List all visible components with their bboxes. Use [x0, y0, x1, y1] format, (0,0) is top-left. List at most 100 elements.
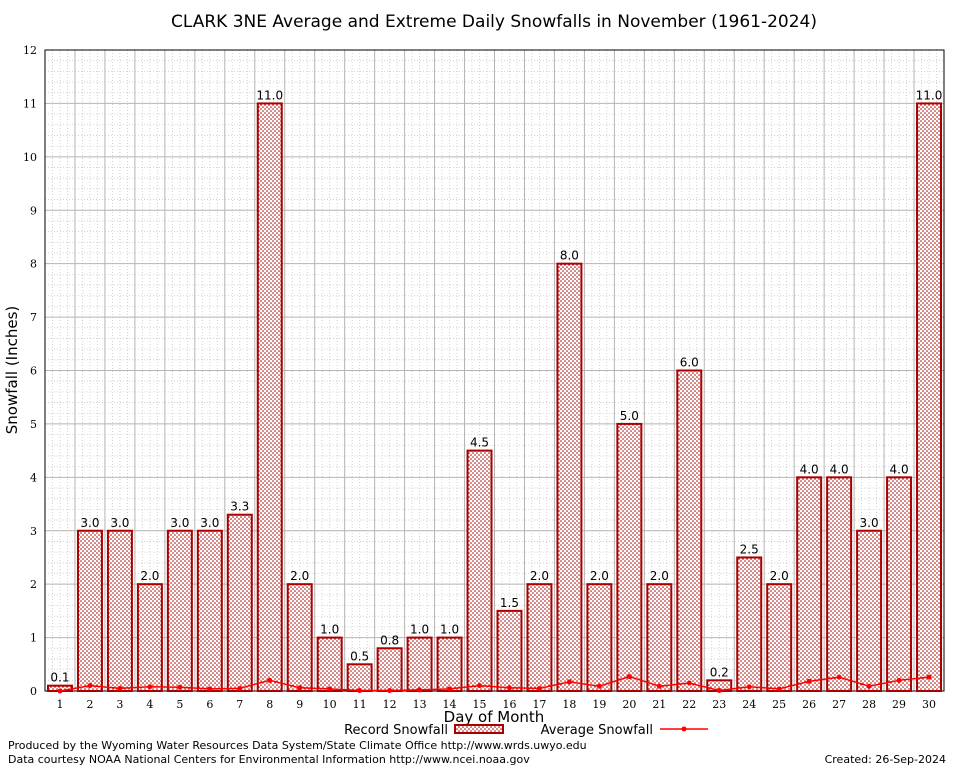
average-snowfall-point	[566, 679, 572, 685]
record-snowfall-bar	[586, 583, 613, 693]
y-tick-label: 1	[30, 632, 37, 645]
y-tick-label: 3	[30, 525, 37, 538]
x-tick-label: 28	[862, 698, 876, 711]
legend-record-snowfall-swatch	[454, 724, 504, 734]
y-tick-label: 12	[23, 44, 37, 57]
x-tick-label: 23	[712, 698, 726, 711]
average-snowfall-point	[716, 687, 722, 693]
average-snowfall-polyline	[59, 675, 930, 692]
record-snowfall-bar	[376, 647, 403, 692]
average-snowfall-line	[57, 674, 932, 694]
legend-average-snowfall-marker	[681, 726, 687, 732]
average-snowfall-point	[806, 678, 812, 684]
bar-value-label: 5.0	[620, 409, 639, 423]
y-tick-label: 4	[30, 471, 37, 484]
x-tick-label: 9	[296, 698, 303, 711]
bar-value-label: 4.5	[470, 436, 489, 450]
chart-title: CLARK 3NE Average and Extreme Daily Snow…	[171, 12, 817, 32]
bar-value-label: 3.3	[230, 500, 249, 514]
record-snowfall-bar	[856, 529, 883, 692]
average-snowfall-point	[536, 685, 542, 691]
bar-value-label: 2.0	[140, 569, 159, 583]
record-snowfall-bar	[526, 583, 553, 693]
average-snowfall-point	[866, 683, 872, 689]
x-tick-label: 2	[86, 698, 93, 711]
average-snowfall-point	[207, 686, 213, 692]
average-snowfall-point	[327, 686, 333, 692]
record-snowfall-bar	[196, 529, 223, 692]
x-tick-label: 21	[652, 698, 666, 711]
average-snowfall-point	[237, 685, 243, 691]
bar-value-label: 0.8	[380, 633, 399, 647]
y-tick-label: 5	[30, 418, 37, 431]
bar-value-label: 0.2	[710, 665, 729, 679]
record-snowfall-bar	[106, 529, 133, 692]
average-snowfall-point	[926, 674, 932, 680]
bar-value-label: 11.0	[256, 88, 283, 102]
record-snowfall-bar	[136, 583, 163, 693]
x-tick-label: 15	[473, 698, 487, 711]
footer-producer-text: Produced by the Wyoming Water Resources …	[8, 739, 587, 752]
record-snowfall-bar	[676, 369, 703, 692]
x-tick-label: 29	[892, 698, 906, 711]
x-tick-label: 18	[562, 698, 576, 711]
average-snowfall-point	[686, 680, 692, 686]
record-snowfall-bar	[406, 636, 433, 692]
record-snowfall-bars	[46, 102, 943, 693]
y-tick-label: 10	[23, 151, 37, 164]
record-snowfall-bar	[166, 529, 193, 692]
average-snowfall-point	[177, 684, 183, 690]
average-snowfall-point	[836, 674, 842, 680]
average-snowfall-point	[117, 685, 123, 691]
x-tick-label: 11	[353, 698, 367, 711]
x-tick-label: 1	[56, 698, 63, 711]
average-snowfall-point	[57, 688, 63, 694]
x-axis-label: Day of Month	[444, 708, 545, 726]
bar-value-labels: 0.1 3.0 3.0 2.0 3.0 3.0 3.3 11.0 2.0 1.0 0.5 0.8 1.0…	[50, 88, 942, 684]
y-tick-label: 6	[30, 365, 37, 378]
bar-value-label: 3.0	[170, 516, 189, 530]
average-snowfall-point	[746, 684, 752, 690]
record-snowfall-bar	[556, 262, 583, 692]
bar-value-label: 3.0	[200, 516, 219, 530]
bar-value-label: 4.0	[800, 462, 819, 476]
bar-value-label: 11.0	[916, 88, 943, 102]
legend: Record Snowfall Average Snowfall	[344, 723, 708, 738]
average-snowfall-point	[477, 683, 483, 689]
bar-value-label: 1.5	[500, 596, 519, 610]
record-snowfall-bar	[886, 476, 913, 693]
x-tick-label: 17	[532, 698, 546, 711]
x-tick-label: 12	[383, 698, 397, 711]
record-snowfall-bar	[796, 476, 823, 693]
record-snowfall-bar	[826, 476, 853, 693]
record-snowfall-bar	[496, 609, 523, 692]
average-snowfall-point	[387, 687, 393, 693]
bar-value-label: 2.0	[590, 569, 609, 583]
bar-value-label: 2.5	[740, 542, 759, 556]
bar-value-label: 2.0	[290, 569, 309, 583]
average-snowfall-point	[776, 686, 782, 692]
footer-data-source-text: Data courtesy NOAA National Centers for …	[8, 753, 530, 766]
plot-frame	[44, 49, 945, 692]
bar-value-label: 2.0	[770, 569, 789, 583]
average-snowfall-point	[87, 683, 93, 689]
x-tick-label: 10	[323, 698, 337, 711]
bar-value-label: 6.0	[680, 356, 699, 370]
bar-value-label: 4.0	[890, 462, 909, 476]
x-axis-ticks: 1 2 3 4 5 6 7 8 9 10 11 12 13 14 15 16 17 18 19 20 21 22 23 24 2…	[56, 698, 936, 711]
x-tick-label: 20	[622, 698, 636, 711]
bar-value-label: 1.0	[410, 623, 429, 637]
bar-value-label: 3.0	[110, 516, 129, 530]
average-snowfall-point	[447, 686, 453, 692]
average-snowfall-point	[596, 683, 602, 689]
record-snowfall-bar	[646, 583, 673, 693]
bar-value-label: 2.0	[650, 569, 669, 583]
record-snowfall-bar	[766, 583, 793, 693]
x-tick-label: 30	[922, 698, 936, 711]
average-snowfall-point	[357, 687, 363, 693]
y-tick-label: 8	[30, 258, 37, 271]
bar-value-label: 3.0	[860, 516, 879, 530]
record-snowfall-bar	[466, 449, 493, 692]
x-tick-label: 4	[146, 698, 153, 711]
